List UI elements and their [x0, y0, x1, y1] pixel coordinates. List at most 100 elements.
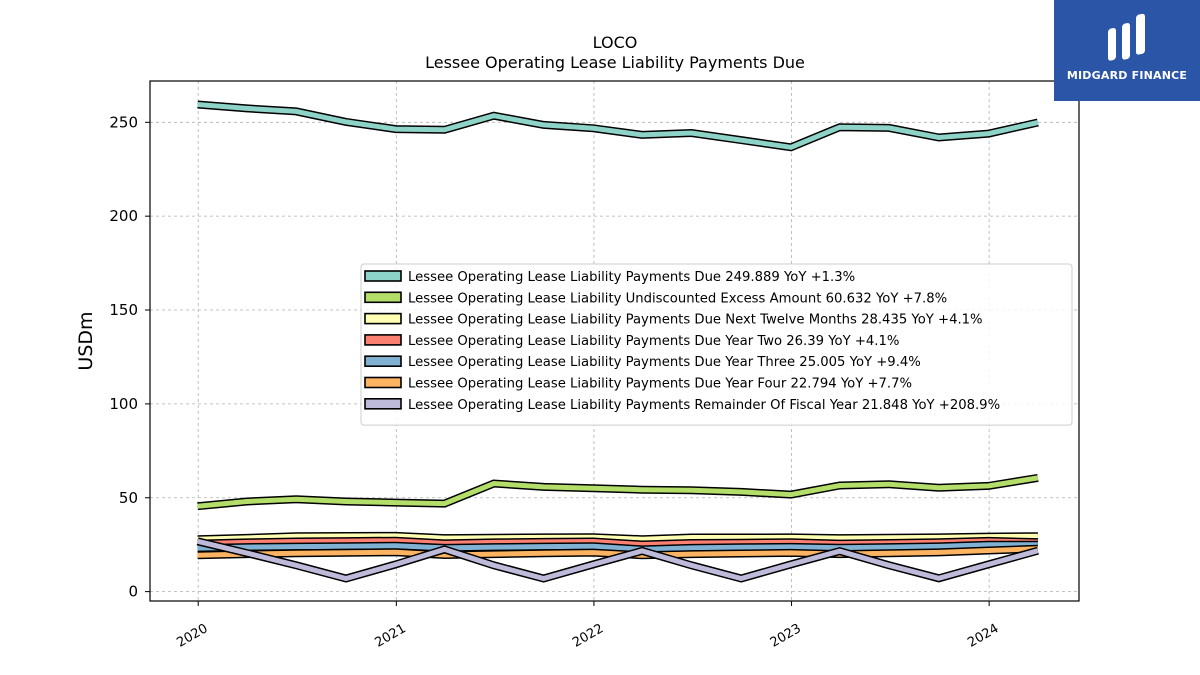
series-line: [197, 538, 1039, 582]
data-point: [1036, 476, 1039, 479]
data-point: [740, 490, 743, 493]
y-tick-label: 150: [109, 301, 138, 319]
data-point: [641, 538, 644, 541]
data-point: [690, 564, 693, 567]
data-point: [492, 482, 495, 485]
data-point: [345, 577, 348, 580]
data-point: [345, 500, 348, 503]
data-point: [196, 505, 199, 508]
plot-series: [196, 100, 1039, 583]
data-point: [592, 563, 595, 566]
midgard-logo-icon: [1108, 13, 1145, 61]
data-point: [1036, 535, 1039, 538]
data-point: [492, 564, 495, 567]
legend-swatch: [364, 270, 402, 282]
data-point: [345, 545, 348, 548]
data-point: [641, 133, 644, 136]
data-point: [790, 551, 793, 554]
data-point: [987, 132, 990, 135]
x-tick-label: 2021: [372, 621, 408, 651]
data-point: [987, 543, 990, 546]
legend-label: Lessee Operating Lease Liability Payment…: [408, 334, 899, 349]
data-point: [740, 577, 743, 580]
data-point: [295, 535, 298, 538]
data-point: [345, 551, 348, 554]
x-tick-label: 2024: [965, 621, 1001, 651]
data-point: [295, 545, 298, 548]
data-point: [542, 577, 545, 580]
legend-label: Lessee Operating Lease Liability Payment…: [408, 270, 855, 285]
data-point: [443, 502, 446, 505]
data-point: [838, 484, 841, 487]
data-point: [345, 120, 348, 123]
series-line: [197, 102, 1039, 150]
data-point: [245, 546, 248, 549]
data-point: [345, 540, 348, 543]
data-point: [1036, 549, 1039, 552]
series-outline: [197, 100, 1039, 152]
data-point: [196, 554, 199, 557]
data-point: [690, 132, 693, 135]
data-point: [394, 551, 397, 554]
data-point: [443, 548, 446, 551]
data-point: [295, 110, 298, 113]
data-point: [245, 107, 248, 110]
series-line: [197, 475, 1039, 509]
y-tick-label: 0: [128, 583, 138, 601]
legend-label: Lessee Operating Lease Liability Payment…: [408, 313, 983, 328]
data-point: [542, 545, 545, 548]
chart-subtitle: Lessee Operating Lease Liability Payment…: [425, 53, 805, 72]
data-point: [987, 549, 990, 552]
data-point: [1036, 121, 1039, 124]
data-point: [987, 563, 990, 566]
legend-swatch: [364, 312, 402, 325]
data-point: [838, 537, 841, 540]
data-point: [295, 564, 298, 567]
data-point: [592, 545, 595, 548]
brand-name: MIDGARD FINANCE: [1066, 69, 1188, 82]
data-point: [937, 551, 940, 554]
data-point: [295, 552, 298, 555]
data-point: [888, 564, 891, 567]
legend-label: Lessee Operating Lease Liability Payment…: [408, 377, 912, 392]
data-point: [492, 546, 495, 549]
data-point: [740, 546, 743, 549]
data-point: [345, 535, 348, 538]
data-point: [394, 544, 397, 547]
data-point: [245, 500, 248, 503]
data-point: [196, 547, 199, 550]
data-point: [443, 554, 446, 557]
data-point: [888, 552, 891, 555]
series-line: [197, 538, 1038, 548]
brand-logo: MIDGARD FINANCE: [1054, 0, 1200, 101]
x-tick-label: 2022: [570, 621, 606, 651]
data-point: [790, 545, 793, 548]
data-point: [443, 537, 446, 540]
data-point: [740, 552, 743, 555]
legend-label: Lessee Operating Lease Liability Payment…: [408, 355, 921, 370]
data-point: [790, 493, 793, 496]
y-tick-label: 250: [109, 113, 138, 131]
data-point: [592, 127, 595, 130]
y-tick-label: 100: [109, 395, 138, 413]
data-point: [937, 577, 940, 580]
data-point: [542, 485, 545, 488]
data-point: [641, 488, 644, 491]
data-point: [937, 486, 940, 489]
legend-swatch: [364, 397, 402, 410]
data-point: [690, 489, 693, 492]
series-line: [197, 542, 1038, 552]
legend-swatch: [364, 291, 402, 304]
data-point: [888, 536, 891, 539]
data-point: [790, 563, 793, 566]
data-point: [641, 549, 644, 552]
data-point: [838, 550, 841, 553]
data-point: [492, 114, 495, 117]
data-point: [690, 546, 693, 549]
data-point: [196, 540, 199, 543]
legend-box: [360, 263, 1073, 426]
data-point: [592, 551, 595, 554]
y-tick-label: 200: [109, 207, 138, 225]
data-point: [592, 487, 595, 490]
data-point: [443, 128, 446, 131]
